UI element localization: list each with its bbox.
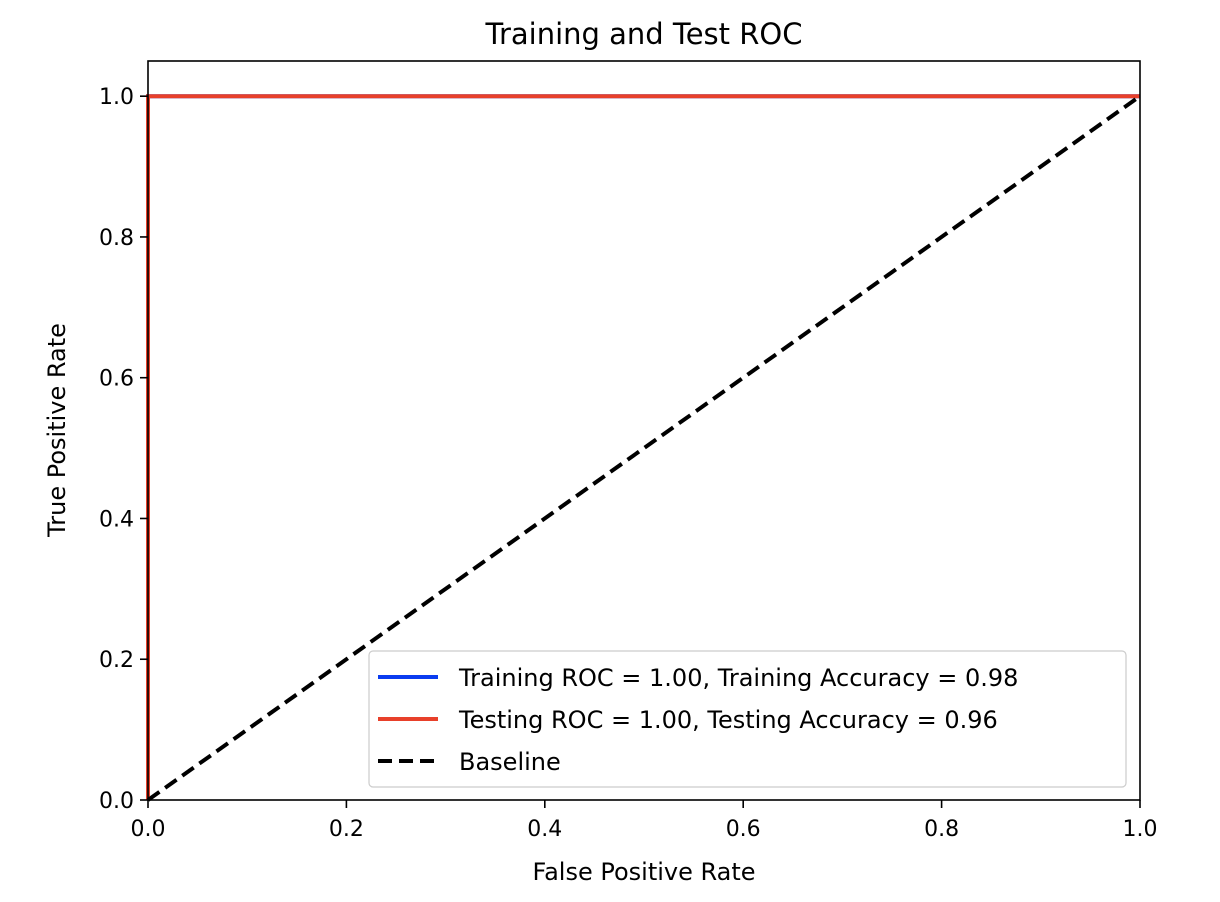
legend-box (368, 650, 1127, 788)
legend-label-2: Testing ROC = 1.00, Testing Accuracy = 0… (458, 706, 998, 734)
x-tick-label: 1.0 (1123, 817, 1158, 842)
x-tick-label: 0.4 (527, 817, 562, 842)
legend-label-1: Training ROC = 1.00, Training Accuracy =… (458, 664, 1018, 692)
x-tick-label: 0.8 (924, 817, 959, 842)
y-tick-label: 0.4 (99, 507, 134, 532)
y-tick-label: 0.2 (99, 648, 134, 673)
legend: Training ROC = 1.00, Training Accuracy =… (368, 650, 1127, 788)
y-tick-label: 1.0 (99, 85, 134, 110)
y-axis-label: True Positive Rate (43, 323, 71, 538)
x-tick-label: 0.0 (131, 817, 166, 842)
chart-title: Training and Test ROC (485, 17, 803, 51)
y-tick-label: 0.0 (99, 789, 134, 814)
x-tick-label: 0.6 (726, 817, 761, 842)
x-tick-label: 0.2 (329, 817, 364, 842)
y-tick-label: 0.8 (99, 226, 134, 251)
y-tick-label: 0.6 (99, 367, 134, 392)
x-axis-label: False Positive Rate (532, 858, 755, 886)
x-axis: 0.0 0.2 0.4 0.6 0.8 1.0 (131, 800, 1158, 842)
series-line-3 (146, 94, 1142, 802)
legend-label-3: Baseline (459, 748, 561, 776)
y-axis: 0.0 0.2 0.4 0.6 0.8 1.0 (99, 85, 148, 814)
axes-frame (147, 60, 1141, 801)
